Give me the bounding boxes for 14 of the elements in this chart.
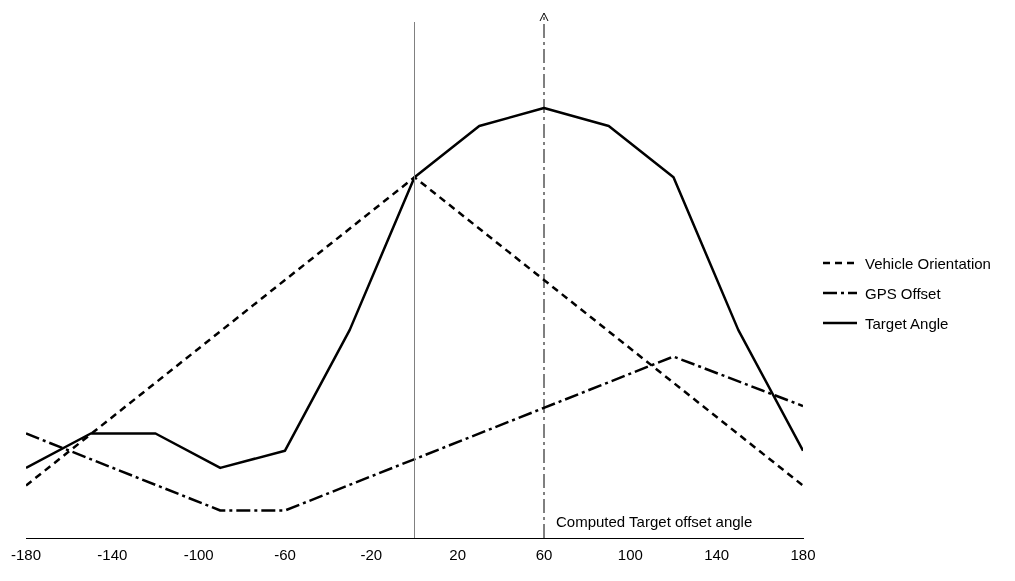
x-tick-label: 20 — [449, 546, 467, 564]
ref-line-label: Computed Target offset angle — [556, 512, 753, 530]
x-tick-label: -180 — [11, 546, 42, 564]
x-tick-label: 180 — [790, 546, 816, 564]
x-tick-label: 140 — [704, 546, 730, 564]
x-tick-label: -140 — [97, 546, 128, 564]
x-tick-label: 100 — [617, 546, 643, 564]
legend-label: Vehicle Orientation — [865, 254, 991, 272]
x-tick-label: -100 — [183, 546, 214, 564]
x-tick-label: 60 — [535, 546, 553, 564]
legend-label: Target Angle — [865, 314, 949, 332]
x-tick-label: -20 — [360, 546, 383, 564]
legend-label: GPS Offset — [865, 284, 941, 302]
x-tick-label: -60 — [274, 546, 296, 564]
